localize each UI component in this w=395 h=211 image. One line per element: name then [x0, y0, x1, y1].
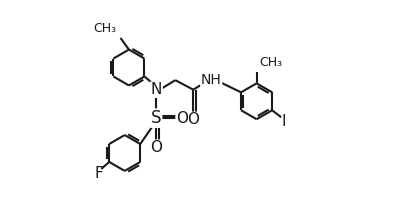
Text: I: I	[282, 114, 286, 129]
Text: O: O	[150, 140, 162, 155]
Text: CH₃: CH₃	[260, 56, 283, 69]
Text: N: N	[150, 82, 162, 97]
Text: O: O	[176, 111, 188, 126]
Text: NH: NH	[201, 73, 222, 87]
Text: O: O	[187, 112, 199, 127]
Text: CH₃: CH₃	[94, 22, 117, 35]
Text: S: S	[151, 109, 162, 127]
Text: F: F	[95, 166, 103, 181]
